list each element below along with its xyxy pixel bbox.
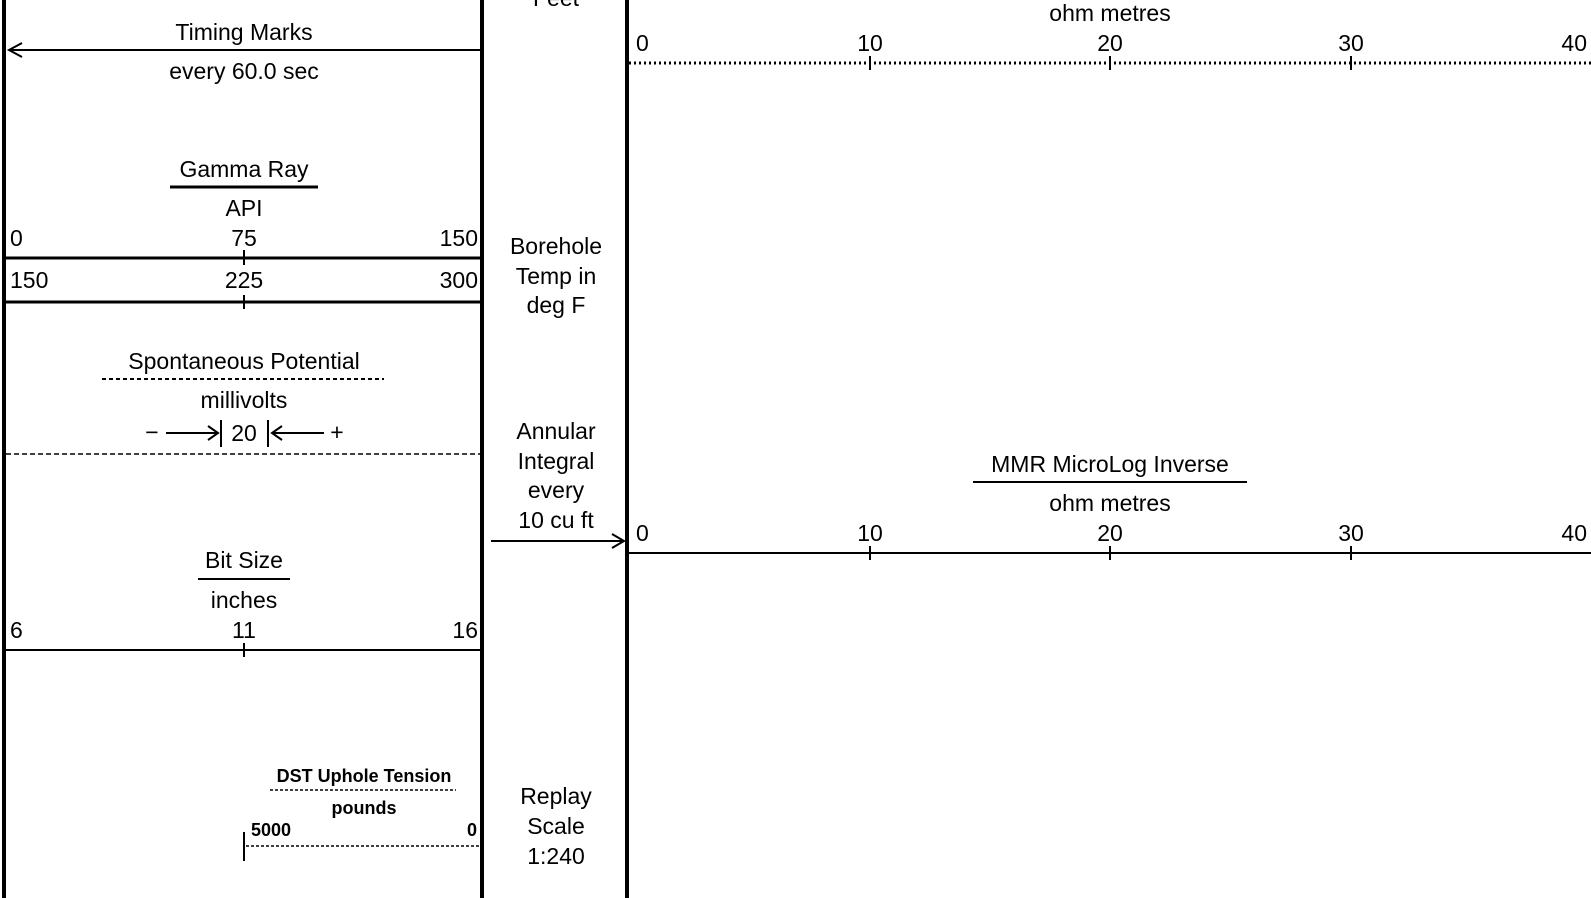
gamma-ray-unit: API <box>225 195 262 221</box>
bit-size-scale-left: 6 <box>10 617 23 643</box>
bit-size-scale-mid: 11 <box>232 617 256 643</box>
sp-scale-value: 20 <box>231 420 257 446</box>
micro-scale-0: 0 <box>636 520 649 546</box>
gamma-ray-scale-left: 0 <box>10 225 23 251</box>
micro-scale-10: 10 <box>857 520 883 546</box>
timing-marks-header: Timing Marks every 60.0 sec <box>6 19 480 84</box>
gamma-ray-scale-mid: 75 <box>231 225 257 251</box>
sp-left-arrow-head <box>270 425 283 441</box>
dst-unit: pounds <box>332 798 397 818</box>
depth-units: Feet <box>533 0 580 11</box>
spontaneous-potential-header: Spontaneous Potential millivolts − 20 + <box>6 348 480 455</box>
bit-size-unit: inches <box>211 587 277 613</box>
upper-scale-20: 20 <box>1097 30 1123 56</box>
upper-scale-0: 0 <box>636 30 649 56</box>
timing-arrow-head <box>6 42 23 58</box>
dst-uphole-tension-header: DST Uphole Tension pounds 5000 0 <box>243 766 480 861</box>
micro-scale-30: 30 <box>1338 520 1364 546</box>
gamma-ray-header: Gamma Ray API 0 75 150 150 225 300 <box>4 156 482 309</box>
annular-integral-line-2: Integral <box>518 448 595 474</box>
gamma-ray-scale-right: 150 <box>440 225 478 251</box>
micro-inverse-title: MMR MicroLog Inverse <box>991 451 1229 477</box>
replay-scale-line-1: Replay <box>520 783 592 809</box>
borehole-temp-line-2: Temp in <box>516 263 597 289</box>
upper-scale-40: 40 <box>1561 30 1587 56</box>
replay-scale-line-3: 1:240 <box>527 843 585 869</box>
sp-unit: millivolts <box>201 387 288 413</box>
bit-size-title: Bit Size <box>205 547 283 573</box>
upper-resistivity-unit: ohm metres <box>1049 0 1170 26</box>
borehole-temp-line-1: Borehole <box>510 233 602 259</box>
borehole-temp-line-3: deg F <box>527 292 586 318</box>
sp-title: Spontaneous Potential <box>128 348 359 374</box>
gamma-ray-title: Gamma Ray <box>179 156 309 182</box>
dst-title: DST Uphole Tension <box>277 766 452 786</box>
dst-scale-right: 0 <box>467 820 477 840</box>
gamma-ray-backup-mid: 225 <box>225 267 263 293</box>
annular-integral-line-4: 10 cu ft <box>518 507 594 533</box>
timing-marks-title: Timing Marks <box>175 19 312 45</box>
replay-scale-line-2: Scale <box>527 813 585 839</box>
bit-size-header: Bit Size inches 6 11 16 <box>4 547 482 657</box>
track2: ohm metres 0 10 20 30 40 MMR MicroLog In… <box>629 0 1591 560</box>
replay-scale-label: Replay Scale 1:240 <box>520 783 592 869</box>
track-borders <box>2 0 629 898</box>
bit-size-scale-right: 16 <box>452 617 478 643</box>
annular-integral-arrow-head <box>611 533 626 549</box>
annular-integral-line-3: every <box>528 477 585 503</box>
sp-plus-sign: + <box>330 419 343 445</box>
micro-scale-40: 40 <box>1561 520 1587 546</box>
borehole-temp-label: Borehole Temp in deg F <box>510 233 602 318</box>
annular-integral-line-1: Annular <box>516 418 596 444</box>
upper-resistivity-header: ohm metres 0 10 20 30 40 <box>629 0 1591 70</box>
track1: Timing Marks every 60.0 sec Gamma Ray AP… <box>4 19 482 861</box>
micro-inverse-header: MMR MicroLog Inverse ohm metres 0 10 20 … <box>629 451 1591 560</box>
sp-right-arrow-head <box>207 425 220 441</box>
annular-integral-label: Annular Integral every 10 cu ft <box>491 418 626 549</box>
depth-track: Feet Borehole Temp in deg F Annular Inte… <box>491 0 626 869</box>
upper-scale-30: 30 <box>1338 30 1364 56</box>
sp-minus-sign: − <box>145 419 158 445</box>
micro-inverse-unit: ohm metres <box>1049 490 1170 516</box>
dst-scale-left: 5000 <box>251 820 291 840</box>
gamma-ray-backup-left: 150 <box>10 267 48 293</box>
micro-scale-20: 20 <box>1097 520 1123 546</box>
timing-marks-interval: every 60.0 sec <box>169 58 319 84</box>
gamma-ray-backup-right: 300 <box>440 267 478 293</box>
upper-scale-10: 10 <box>857 30 883 56</box>
